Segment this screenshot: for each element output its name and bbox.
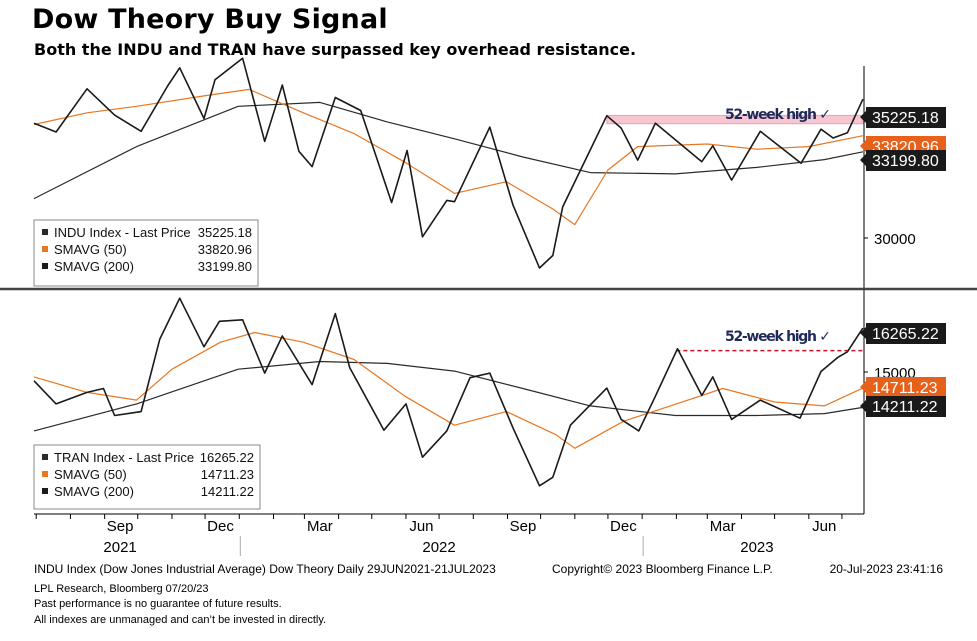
copyright-text: Copyright© 2023 Bloomberg Finance L.P.: [552, 562, 773, 576]
last-value-tag-3: [866, 150, 946, 171]
chart-subtitle: Both the INDU and TRAN have surpassed ke…: [34, 40, 637, 59]
series-line-sma50: [33, 88, 864, 226]
legend-value: 14211.22: [201, 484, 254, 499]
legend-swatch: [42, 488, 48, 494]
legend-box: [33, 219, 259, 287]
last-value-tag-pointer: [860, 154, 866, 166]
legend-label: SMAVG (50): [54, 242, 127, 257]
legend-label: INDU Index - Last Price: [54, 225, 191, 240]
last-value-tag-1: [866, 323, 946, 344]
last-value-tag-text: 14211.22: [872, 399, 938, 416]
last-value-tag-pointer: [860, 381, 866, 393]
bottom-panel: 52-week high ✓1500016265.2214711.2314211…: [33, 297, 946, 510]
last-value-tag-text: 16265.22: [872, 326, 939, 343]
legend-swatch: [42, 246, 48, 252]
x-year-label: 2021: [103, 539, 136, 556]
legend-box: [33, 444, 261, 510]
annotation-52-week-high: 52-week high ✓: [725, 107, 831, 123]
disclaimer-note: Past performance is no guarantee of futu…: [34, 598, 282, 610]
x-month-label: Sep: [510, 518, 537, 535]
x-month-label: Mar: [307, 518, 333, 535]
legend-label: SMAVG (200): [54, 484, 134, 499]
last-value-tag-text: 35225.18: [872, 110, 939, 127]
legend-swatch: [42, 263, 48, 269]
legend-value: 35225.18: [198, 225, 252, 240]
top-panel: 52-week high ✓ 30000 35225.18 33820.96 33199…: [33, 57, 946, 287]
y-tick-label: 30000: [874, 231, 916, 248]
series-line-sma200: [33, 360, 863, 432]
index-note: All indexes are unmanaged and can’t be i…: [34, 614, 327, 626]
last-value-tag-3: [866, 396, 946, 417]
last-value-tag-1: [866, 107, 946, 128]
legend-swatch: [42, 229, 48, 235]
legend-label: SMAVG (200): [54, 259, 134, 274]
series-line-sma50: [33, 331, 864, 449]
x-year-label: 2022: [422, 539, 455, 556]
x-month-label: Dec: [207, 518, 234, 535]
source-note: LPL Research, Bloomberg 07/20/23: [34, 583, 209, 595]
x-month-label: Jun: [409, 518, 433, 535]
legend-value: 33820.96: [198, 242, 252, 257]
x-month-label: Sep: [107, 518, 134, 535]
chart-title: Dow Theory Buy Signal: [32, 4, 388, 35]
series-line-price: [33, 57, 864, 269]
annotation-52-week-high: 52-week high ✓: [725, 329, 831, 345]
last-value-tag-pointer: [860, 140, 866, 152]
series-line-price: [33, 297, 864, 487]
x-month-label: Dec: [610, 518, 637, 535]
x-month-label: Mar: [710, 518, 736, 535]
legend-value: 33199.80: [198, 259, 252, 274]
legend-swatch: [42, 454, 48, 460]
last-value-tag-text: 14711.23: [872, 380, 938, 397]
series-line-sma200: [33, 101, 864, 200]
last-value-tag-pointer: [860, 400, 866, 412]
legend-value: 16265.22: [200, 450, 254, 465]
x-month-label: Jun: [812, 518, 836, 535]
x-year-label: 2023: [740, 539, 773, 556]
legend-label: TRAN Index - Last Price: [54, 450, 194, 465]
legend-swatch: [42, 471, 48, 477]
legend-value: 14711.23: [201, 467, 254, 482]
legend-label: SMAVG (50): [54, 467, 127, 482]
source-text: INDU Index (Dow Jones Industrial Average…: [34, 562, 496, 576]
last-value-tag-2: [866, 377, 946, 398]
timestamp-text: 20-Jul-2023 23:41:16: [829, 562, 943, 576]
last-value-tag-pointer: [860, 327, 866, 339]
last-value-tag-text: 33199.80: [872, 153, 939, 170]
last-value-tag-pointer: [860, 111, 866, 123]
